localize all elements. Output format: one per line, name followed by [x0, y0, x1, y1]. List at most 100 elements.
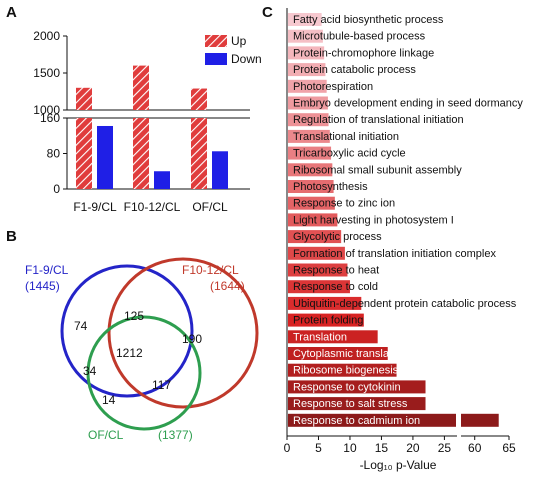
panel-a-legend-swatch-up — [205, 35, 227, 47]
venn-region-f1012-of: 117 — [152, 378, 171, 392]
panel-a-bar-up-lower — [191, 118, 207, 189]
panel-c-bar — [288, 196, 335, 210]
panel-c-term-label: Photorespiration — [293, 81, 373, 93]
panel-c-bar — [288, 296, 362, 310]
panel-c-x-label: -Log₁₀ p-Value — [360, 458, 437, 472]
panel-c-tick-label: 0 — [284, 441, 291, 455]
venn-set-size-f19: (1445) — [25, 279, 60, 293]
venn-set-size-f1012: (1644) — [210, 279, 245, 293]
venn-set-size-of: (1377) — [158, 428, 193, 442]
panel-c-term-label: Ribosomal small subunit assembly — [293, 164, 462, 176]
panel-c-term-label: Tricarboxylic acid cycle — [293, 148, 406, 160]
panel-c-bar — [288, 96, 328, 110]
panel-c-go-bar-chart: Fatty acid biosynthetic process Microtubu… — [284, 8, 523, 472]
panel-b-letter: B — [6, 228, 17, 245]
panel-c-term-label: Response to zinc ion — [293, 198, 395, 210]
panel-a-tick-label: 1000 — [33, 103, 60, 117]
panel-c-bar — [288, 13, 322, 26]
panel-a-legend-label-up: Up — [231, 34, 247, 48]
panel-a-bar-up-lower — [133, 118, 149, 189]
panel-a-bar-down — [212, 151, 228, 189]
panel-a-category-label: F10-12/CL — [124, 200, 181, 214]
venn-circle-f19 — [60, 264, 194, 398]
panel-c-bar — [288, 146, 332, 160]
panel-a-tick-label: 2000 — [33, 29, 60, 43]
panel-c-tick-label: 60 — [468, 441, 482, 455]
panel-c-term-label: Cytoplasmic translation — [293, 348, 407, 360]
panel-a-bar-up-upper — [133, 65, 149, 110]
panel-a-category-label: OF/CL — [192, 200, 228, 214]
panel-a-legend-swatch-down — [205, 53, 227, 65]
venn-region-only-f1012: 190 — [182, 332, 202, 346]
venn-set-name-f1012: F10-12/CL — [182, 263, 239, 277]
panel-a-bar-down — [154, 171, 170, 189]
panel-c-term-label: Photosynthesis — [293, 181, 368, 193]
venn-region-f19-f1012: 125 — [124, 309, 144, 323]
panel-c-tick-label: 15 — [375, 441, 389, 455]
panel-c-term-label: Fatty acid biosynthetic process — [293, 14, 444, 26]
panel-c-bar — [288, 263, 348, 277]
panel-c-term-label: Response to cadmium ion — [293, 415, 420, 427]
panel-c-term-label: Translational initiation — [293, 131, 399, 143]
panel-c-term-label: Light harvesting in photosystem I — [293, 214, 454, 226]
panel-c-bar — [288, 129, 330, 143]
venn-region-all: 1212 — [116, 346, 143, 360]
panel-c-bar — [288, 63, 326, 77]
panel-c-term-label: Protein folding — [293, 315, 363, 327]
panel-c-tick-label: 5 — [315, 441, 322, 455]
panel-a-letter: A — [6, 4, 17, 21]
venn-region-f19-of: 34 — [83, 364, 97, 378]
panel-c-tick-label: 25 — [438, 441, 452, 455]
panel-c-term-label: Ribosome biogenesis — [293, 365, 399, 377]
panel-c-bar — [288, 380, 426, 394]
panel-c-term-label: Protein-chromophore linkage — [293, 47, 434, 59]
panel-c-bar — [288, 347, 388, 360]
panel-c-tick-label: 10 — [343, 441, 357, 455]
panel-c-term-label: Translation — [293, 331, 347, 343]
panel-a-legend-label-down: Down — [231, 52, 262, 66]
panel-c-term-label: Formation of translation initiation comp… — [293, 248, 496, 260]
panel-a-bar-up-upper — [191, 88, 207, 110]
panel-c-bar — [288, 330, 378, 344]
panel-c-tick-label: 20 — [406, 441, 420, 455]
panel-c-term-label: Response to cold — [293, 281, 378, 293]
venn-circle-of — [86, 315, 202, 431]
venn-region-only-of: 14 — [102, 393, 116, 407]
panel-c-bar — [288, 363, 397, 377]
panel-c-bar-continued — [461, 413, 499, 427]
panel-a-tick-label: 160 — [40, 111, 60, 125]
panel-c-bar — [288, 163, 333, 177]
panel-c-bar — [288, 213, 338, 227]
panel-a-tick-label: 80 — [47, 147, 61, 161]
panel-c-term-label: Response to salt stress — [293, 398, 408, 410]
panel-a-tick-label: 0 — [53, 182, 60, 196]
panel-c-term-label: Ubiquitin-dependent protein catabolic pr… — [293, 298, 517, 310]
panel-a-tick-label: 1500 — [33, 66, 60, 80]
panel-c-bar — [288, 280, 350, 294]
venn-set-name-f19: F1-9/CL — [25, 263, 69, 277]
panel-c-letter: C — [262, 4, 273, 21]
panel-a-category-label: F1-9/CL — [73, 200, 117, 214]
panel-c-bar — [288, 313, 364, 327]
venn-region-only-f19: 74 — [74, 319, 88, 333]
venn-circle-f1012 — [107, 257, 259, 409]
panel-c-term-label: Glycolytic process — [293, 231, 382, 243]
panel-c-bar — [288, 180, 334, 193]
panel-c-term-label: Protein catabolic process — [293, 64, 416, 76]
panel-c-term-label: Response to cytokinin — [293, 381, 401, 393]
panel-a-bar-down — [97, 125, 113, 189]
panel-b-venn: F1-9/CL (1445) F10-12/CL (1644) OF/CL (1… — [25, 257, 259, 442]
panel-c-term-label: Embryo development ending in seed dorman… — [293, 98, 523, 110]
panel-c-tick-label: 65 — [502, 441, 516, 455]
panel-c-bar — [288, 79, 327, 93]
venn-set-name-of: OF/CL — [88, 428, 124, 442]
panel-c-term-label: Response to heat — [293, 265, 379, 277]
panel-a-bar-up-lower — [76, 118, 92, 189]
panel-c-bar — [288, 113, 329, 127]
panel-c-bar — [288, 230, 342, 244]
panel-c-bar — [288, 413, 456, 427]
panel-a-bar-up-upper — [76, 87, 92, 110]
panel-c-term-label: Microtubule-based process — [293, 31, 426, 43]
